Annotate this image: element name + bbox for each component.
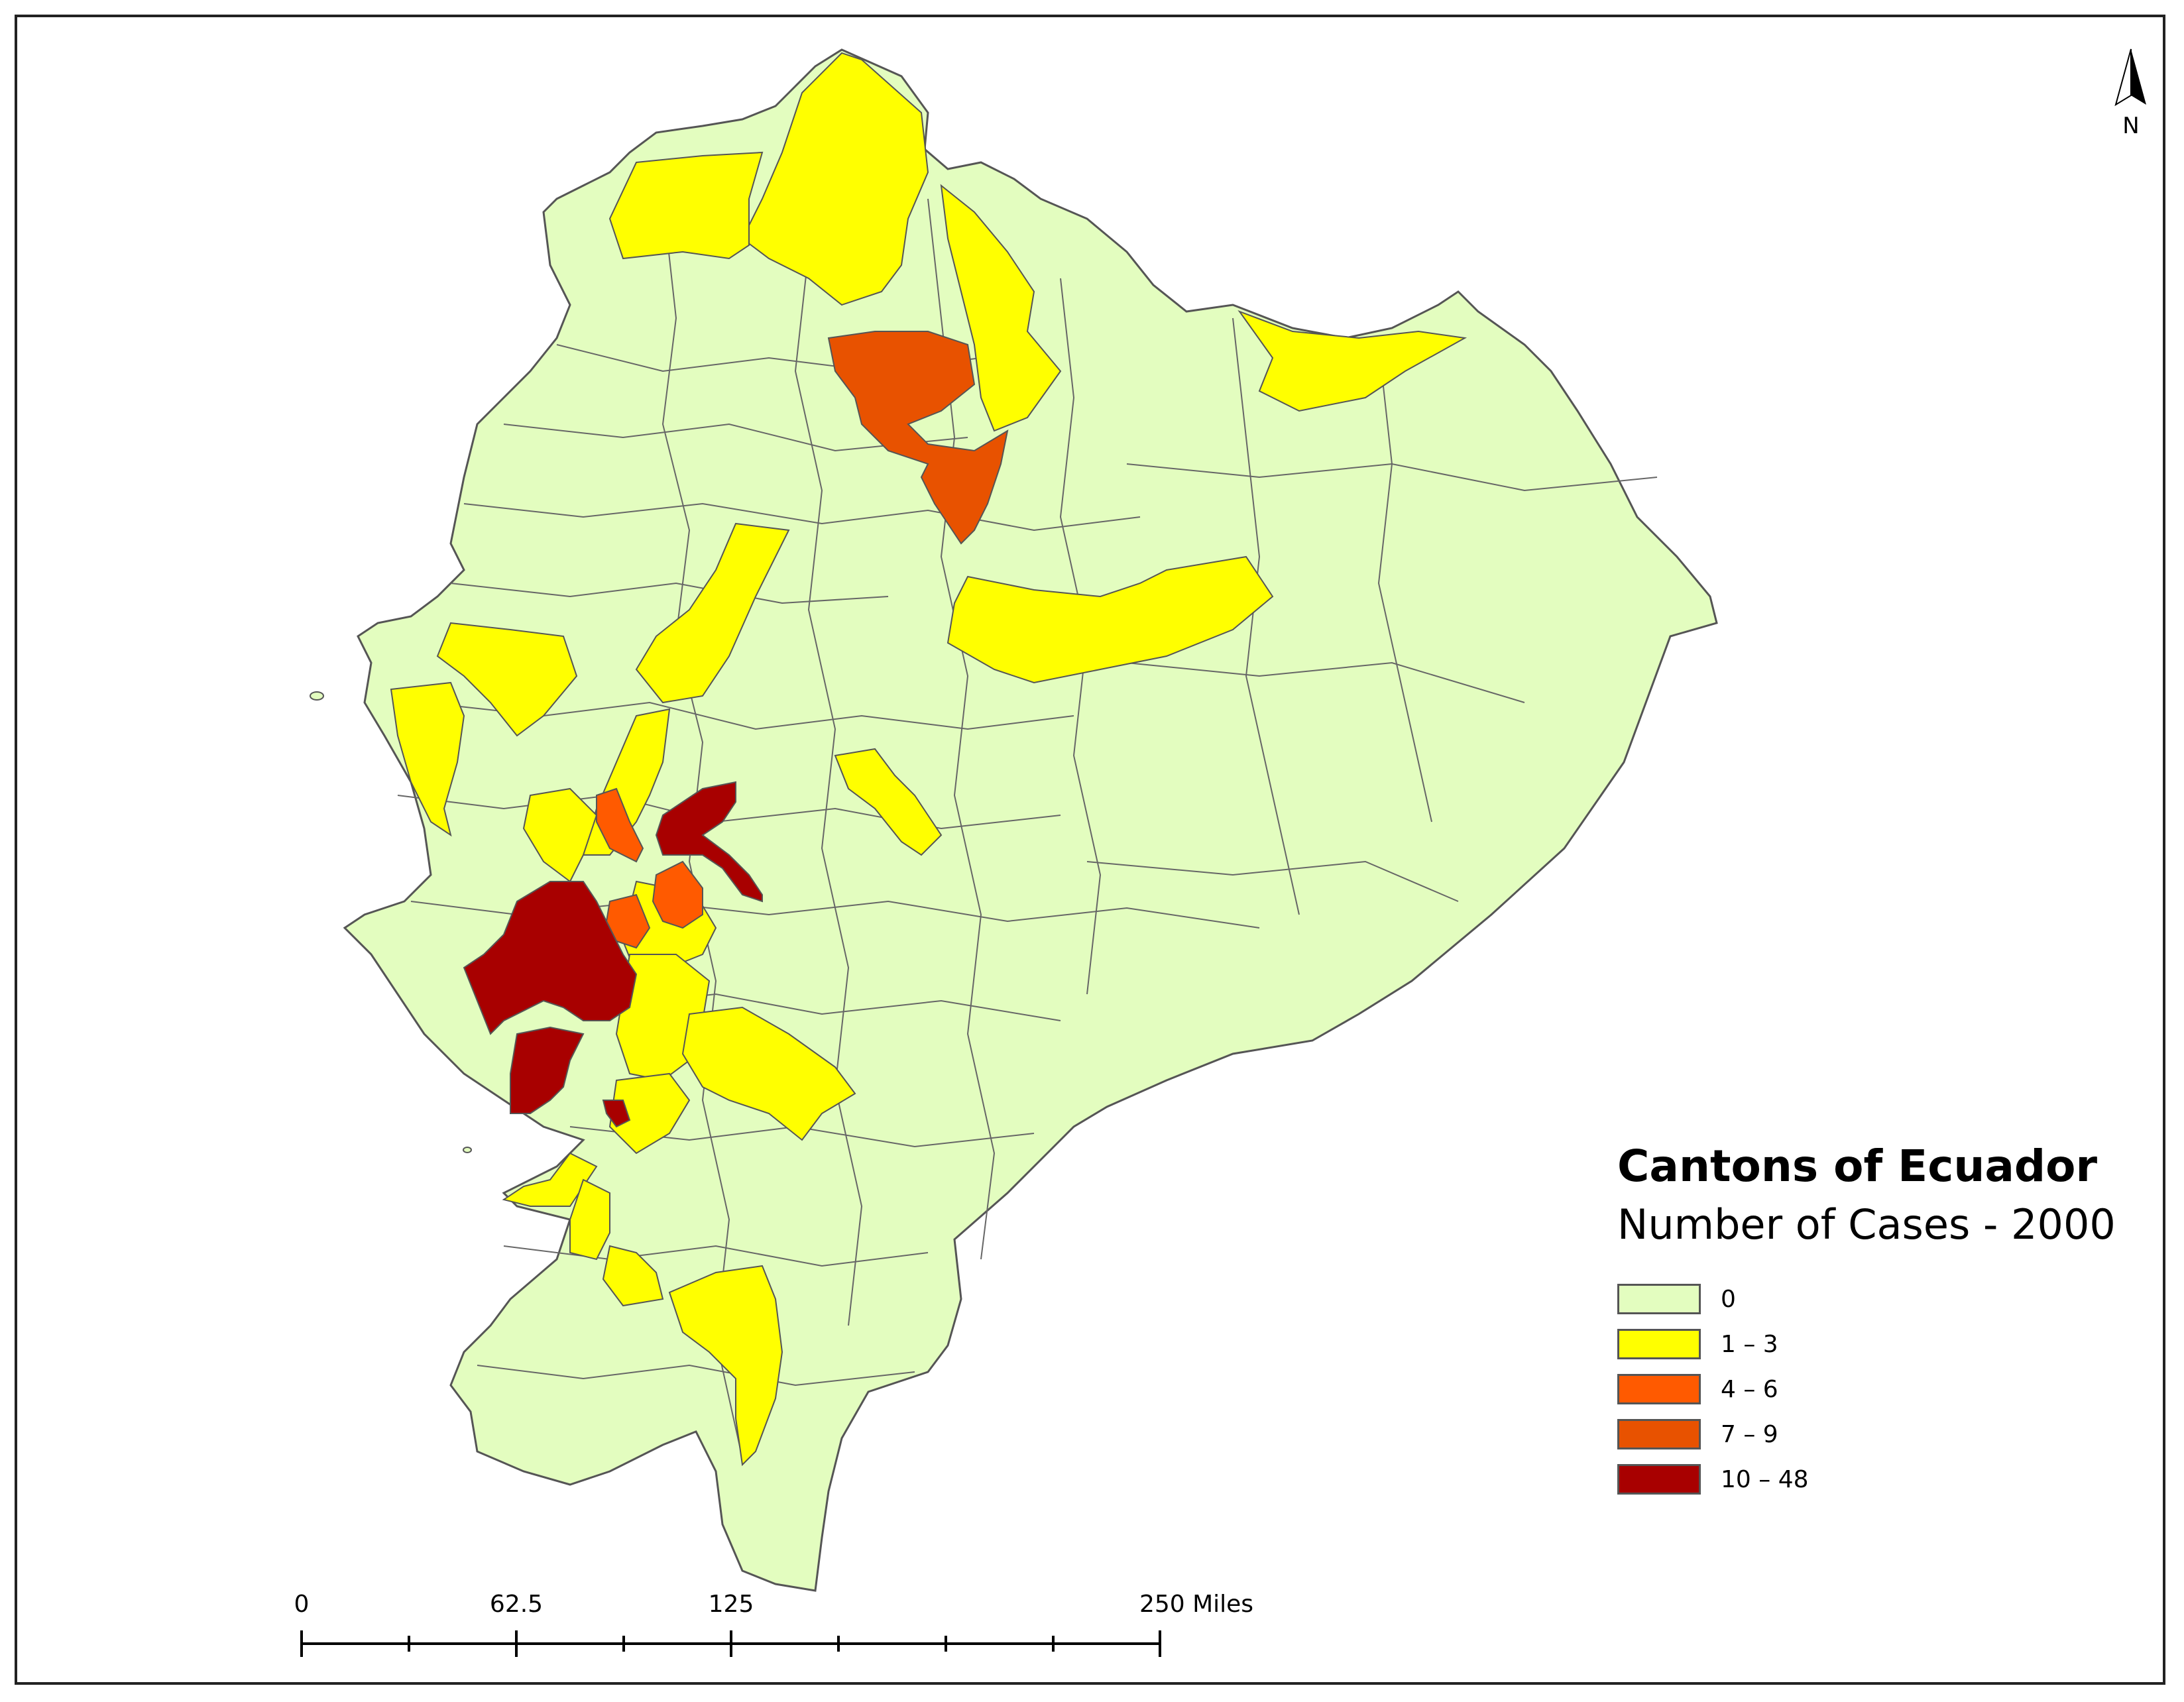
north-letter: N (2122, 113, 2140, 139)
scale-label-125: 125 (708, 1591, 754, 1618)
north-arrow-icon (2114, 48, 2146, 107)
legend-swatch (1617, 1374, 1701, 1404)
legend-label: 0 (1721, 1285, 1736, 1313)
legend-swatch (1617, 1329, 1701, 1359)
island-shape (310, 691, 324, 701)
country-outline (343, 48, 1718, 1592)
class-7-9-cantons (827, 331, 1009, 545)
map-legend: Cantons of Ecuador Number of Cases - 200… (1617, 1140, 2134, 1502)
north-arrow: N (2108, 46, 2154, 146)
legend-item-7-9: 7 – 9 (1617, 1412, 2134, 1457)
scale-label-62-5: 62.5 (489, 1591, 544, 1618)
scale-bar-graphic (300, 1630, 1161, 1657)
class-10-48-cantons (463, 781, 763, 1128)
legend-item-1-3: 1 – 3 (1617, 1322, 2134, 1367)
legend-swatch (1617, 1464, 1701, 1495)
legend-item-4-6: 4 – 6 (1617, 1367, 2134, 1412)
class-4-6-cantons (596, 787, 703, 949)
legend-label: 1 – 3 (1721, 1330, 1778, 1358)
legend-swatch (1617, 1284, 1701, 1314)
legend-label: 10 – 48 (1721, 1465, 1809, 1493)
legend-swatch (1617, 1419, 1701, 1449)
legend-subtitle: Number of Cases - 2000 (1617, 1200, 2116, 1249)
legend-label: 7 – 9 (1721, 1420, 1778, 1448)
legend-label: 4 – 6 (1721, 1375, 1778, 1403)
scale-bar: 0 62.5 125 250 Miles (292, 1591, 1254, 1670)
scale-label-250-miles: 250 Miles (1139, 1591, 1254, 1618)
legend-title: Cantons of Ecuador (1617, 1141, 2098, 1192)
scale-label-0: 0 (294, 1591, 310, 1618)
legend-item-10-48: 10 – 48 (1617, 1457, 2134, 1502)
island-shape (463, 1147, 472, 1153)
class-1-3-cantons (390, 52, 1467, 1467)
legend-item-0: 0 (1617, 1276, 2134, 1322)
